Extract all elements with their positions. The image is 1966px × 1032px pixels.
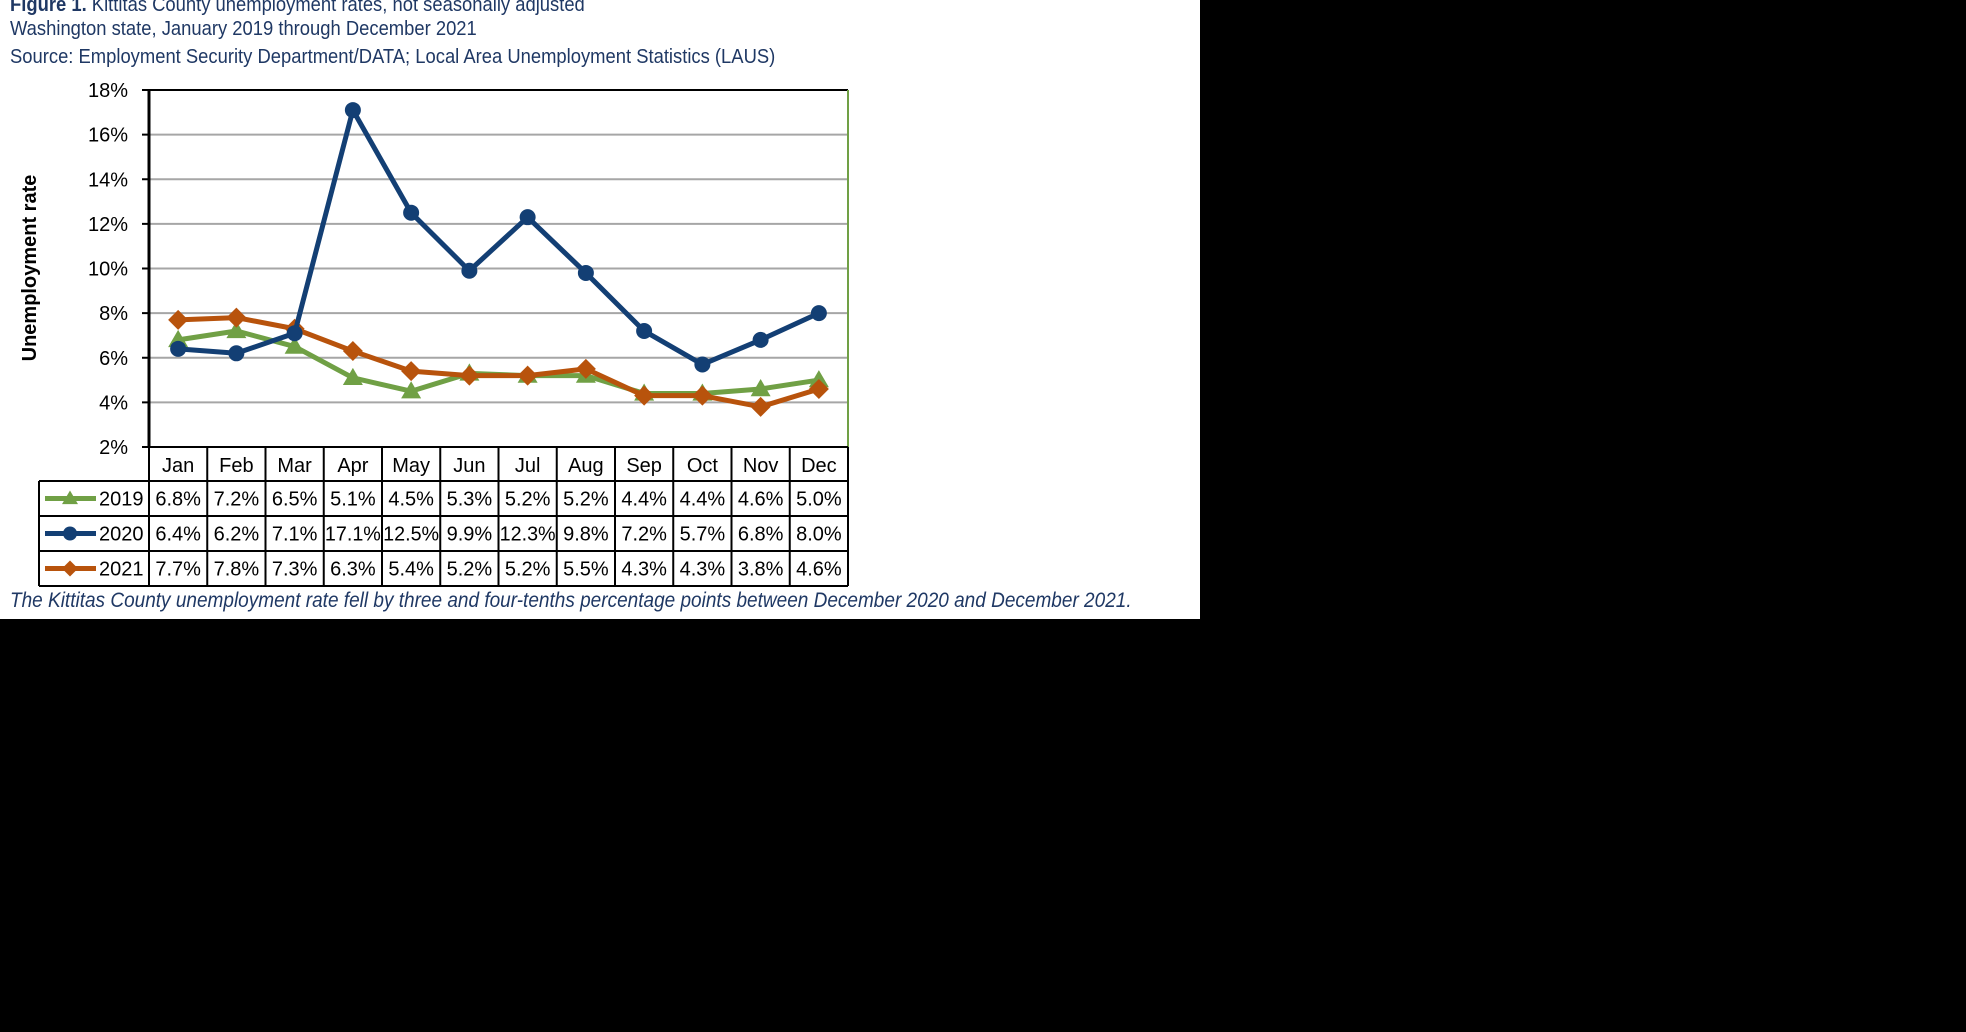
y-tick-label: 6% [99,348,128,370]
legend-key-2021 [45,560,96,577]
x-tick-label: Dec [801,455,837,477]
table-cell: 5.0% [796,489,842,511]
legend-key-2019 [45,490,96,505]
series-lines [168,102,829,417]
series-2020 [170,102,827,373]
table-cell: 4.6% [738,489,784,511]
figure-subtitle: Washington state, January 2019 through D… [10,18,477,40]
x-tick-label: Oct [687,455,719,477]
x-tick-label: Nov [743,455,779,477]
table-cell: 5.3% [447,489,493,511]
table-cell: 5.2% [505,559,551,581]
figure-title-text: Kittitas County unemployment rates, not … [91,0,585,16]
table-cell: 4.4% [680,489,726,511]
table-cell: 9.9% [447,524,493,546]
figure-caption: The Kittitas County unemployment rate fe… [10,589,1132,612]
y-tick-label: 16% [88,125,128,147]
y-tick-label: 8% [99,303,128,325]
table-cell: 12.3% [500,524,556,546]
table-cell: 9.8% [563,524,609,546]
series-2021 [168,307,829,417]
legend-label: 2021 [99,559,144,581]
y-tick-label: 10% [88,259,128,281]
x-tick-label: Jul [515,455,541,477]
y-tick-label: 12% [88,214,128,236]
gridlines [149,133,848,404]
y-tick-label: 14% [88,169,128,191]
figure-title: Figure 1. Kittitas County unemployment r… [10,0,585,17]
x-tick-label: Apr [337,455,368,477]
table-cell: 5.1% [330,489,376,511]
table-cell: 4.5% [388,489,434,511]
table-cell: 6.5% [272,489,318,511]
table-cell: 5.4% [388,559,434,581]
y-axis-label: Unemployment rate [19,175,41,362]
table-cell: 7.2% [621,524,667,546]
line-chart: 2%4%6%8%10%12%14%16%18% Jan Feb Mar Apr May J… [19,80,849,587]
figure-canvas: Figure 1. Kittitas County unemployment r… [0,0,1200,619]
table-cell: 4.6% [796,559,842,581]
x-tick-label: May [392,455,430,477]
x-tick-label: Mar [277,455,312,477]
table-cell: 8.0% [796,524,842,546]
table-cell: 6.4% [155,524,201,546]
table-cell: 5.7% [680,524,726,546]
table-cell: 3.8% [738,559,784,581]
table-cell: 5.2% [505,489,551,511]
table-cell: 7.7% [155,559,201,581]
legend-label: 2020 [99,524,144,546]
table-cell: 5.2% [563,489,609,511]
table-cell: 7.1% [272,524,318,546]
table-cell: 7.8% [214,559,260,581]
x-tick-label: Aug [568,455,604,477]
table-cell: 4.3% [621,559,667,581]
y-tick-label: 18% [88,80,128,102]
series-2019 [168,320,829,401]
table-cell: 6.3% [330,559,376,581]
table-cell: 5.2% [447,559,493,581]
table-cell: 4.4% [621,489,667,511]
table-cell: 5.5% [563,559,609,581]
figure-source: Source: Employment Security Department/D… [10,46,776,68]
x-tick-label: Sep [626,455,662,477]
table-cell: 7.2% [214,489,260,511]
table-cell: 6.8% [155,489,201,511]
figure-label: Figure 1. [10,0,87,16]
table-cell: 6.8% [738,524,784,546]
y-tick-label: 4% [99,392,128,414]
table-cell: 4.3% [680,559,726,581]
x-tick-label: Feb [219,455,253,477]
table-cell: 7.3% [272,559,318,581]
axes: 2% 4% 6% 8% 10% 12% 14% 16% 18% [88,80,849,459]
y-tick-label: 2% [99,437,128,459]
x-tick-label: Jun [453,455,485,477]
table-cell: 12.5% [383,524,439,546]
table-cell: 6.2% [214,524,260,546]
table-cell: 17.1% [325,524,381,546]
legend-label: 2019 [99,489,144,511]
data-table: Jan Feb Mar Apr May Jun Jul Aug Sep Oct Nov Dec 2019… [38,446,849,587]
x-tick-label: Jan [162,455,194,477]
legend-key-2020 [45,526,96,541]
